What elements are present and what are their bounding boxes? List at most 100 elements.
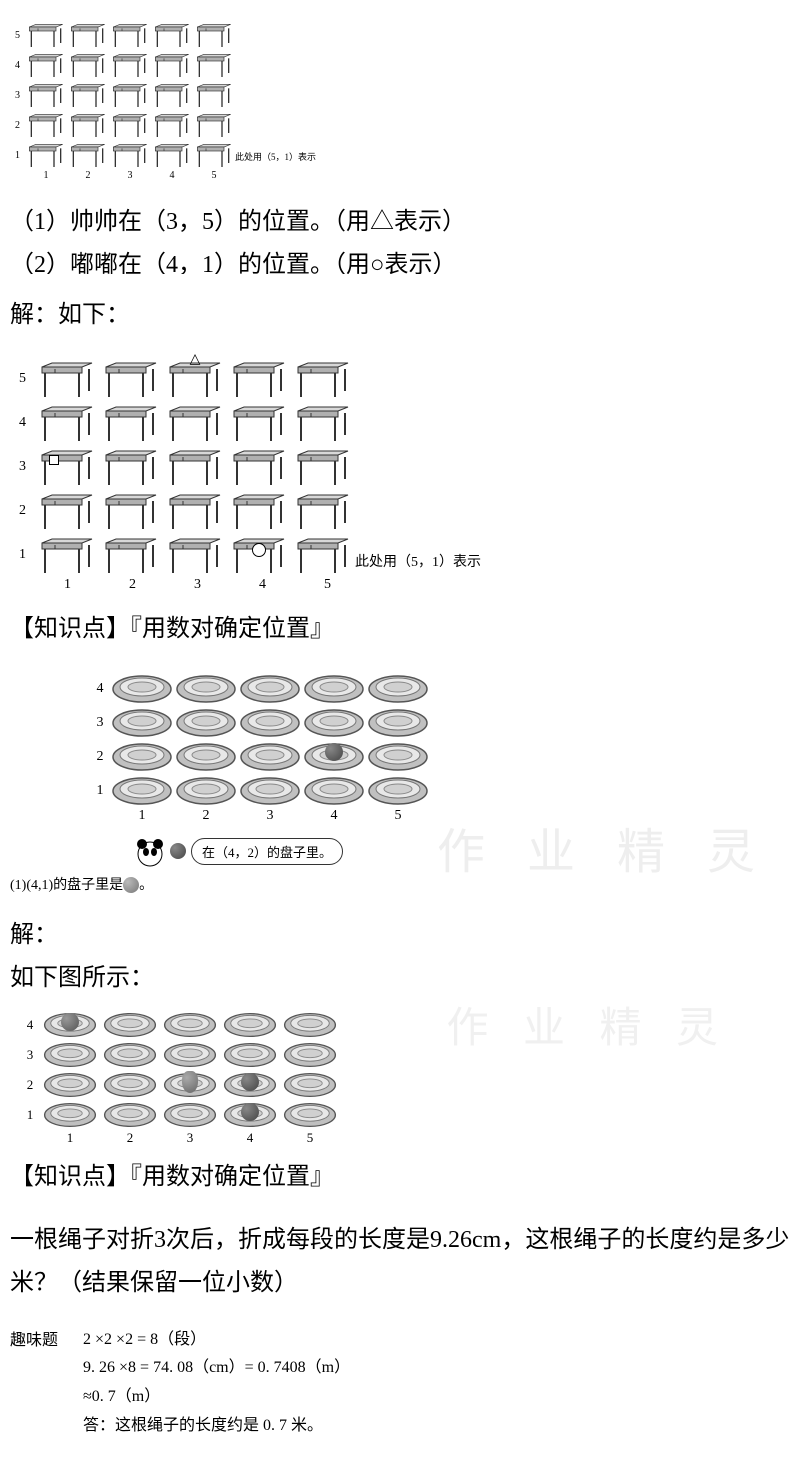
col-label: 1 xyxy=(40,1130,100,1146)
col-label: 1 xyxy=(110,808,174,824)
row-label: 4 xyxy=(10,415,35,431)
apple-fruit xyxy=(325,743,343,761)
desk-row: 2 xyxy=(10,489,790,533)
desk-cell xyxy=(101,491,161,531)
desk-row: 4 xyxy=(10,50,790,80)
solution-1: 解：如下： 5△4321 12345 此处用（5，1）表示 【知识点】『用数对确… xyxy=(10,294,790,651)
col-label: 2 xyxy=(67,170,109,181)
plate-cell xyxy=(239,707,301,739)
plate-cell xyxy=(175,741,237,773)
sol2-header: 解： xyxy=(10,914,790,957)
col-label: 5 xyxy=(280,1130,340,1146)
plate-cell xyxy=(175,707,237,739)
ans3-line1: 2 ×2 ×2 = 8（段） xyxy=(83,1326,350,1355)
top-desk-grid: 54321 12345 此处用（5，1）表示 xyxy=(10,20,790,181)
col-label: 2 xyxy=(174,808,238,824)
desk-row: 3 xyxy=(10,80,790,110)
row-label: 2 xyxy=(20,1077,40,1093)
apple-icon xyxy=(170,843,186,859)
desk-cell xyxy=(194,21,234,49)
desk-grid-large: 5△4321 12345 此处用（5，1）表示 xyxy=(10,357,790,593)
desk-cell xyxy=(152,51,192,79)
solution-2: 作 业 精 灵 解： 如下图所示： 4321 12345 【知识点】『用数对确定… xyxy=(10,914,790,1200)
desk-cell xyxy=(101,359,161,399)
desk-cell xyxy=(194,51,234,79)
q1-line2: （2）嘟嘟在（4，1）的位置。（用○表示） xyxy=(10,244,790,274)
desk-cell xyxy=(101,403,161,443)
desk-cell xyxy=(68,141,108,169)
answer-3: 趣味题 2 ×2 ×2 = 8（段） 9. 26 ×8 = 74. 08（cm）… xyxy=(10,1326,790,1441)
desk-cell xyxy=(110,81,150,109)
col-label: 3 xyxy=(109,170,151,181)
plate-grid-ans: 4321 12345 xyxy=(20,1010,790,1146)
plate-cell xyxy=(41,1071,99,1099)
row-label: 1 xyxy=(10,150,25,161)
desk-cell xyxy=(37,359,97,399)
plate-cell xyxy=(221,1071,279,1099)
peach-icon-inline xyxy=(123,877,139,893)
row-label: 5 xyxy=(10,371,35,387)
plate-cell xyxy=(281,1101,339,1129)
desk-cell xyxy=(110,51,150,79)
row-label: 5 xyxy=(10,30,25,41)
plate-cell xyxy=(161,1041,219,1069)
plate-cell xyxy=(303,775,365,807)
desk-cell xyxy=(26,111,66,139)
apple-fruit xyxy=(241,1073,259,1091)
col-label: 5 xyxy=(366,808,430,824)
row-label: 2 xyxy=(10,503,35,519)
row-label: 2 xyxy=(10,120,25,131)
desk-cell xyxy=(37,491,97,531)
desk-cell xyxy=(26,51,66,79)
plate-cell xyxy=(221,1011,279,1039)
row-label: 1 xyxy=(90,783,110,799)
row-label: 1 xyxy=(10,547,35,563)
plate-row: 3 xyxy=(90,706,790,740)
sol1-knowledge: 【知识点】『用数对确定位置』 xyxy=(10,608,790,651)
plate-cell xyxy=(367,673,429,705)
row-label: 4 xyxy=(90,681,110,697)
plate-row: 2 xyxy=(90,740,790,774)
desk-cell xyxy=(37,447,97,487)
plate-row: 4 xyxy=(90,672,790,706)
desk-cell xyxy=(293,447,353,487)
annotation-large: 此处用（5，1）表示 xyxy=(355,551,481,571)
plate-cell xyxy=(101,1101,159,1129)
col-label: 5 xyxy=(193,170,235,181)
question-3: 一根绳子对折3次后，折成每段的长度是9.26cm，这根绳子的长度约是多少米？（结… xyxy=(10,1219,790,1305)
desk-cell xyxy=(26,141,66,169)
plate-row: 4 xyxy=(20,1010,790,1040)
q1-line1: （1）帅帅在（3，5）的位置。（用△表示） xyxy=(10,201,790,244)
plate-cell xyxy=(221,1101,279,1129)
desk-cell xyxy=(293,491,353,531)
desk-cell xyxy=(165,447,225,487)
plate-cell xyxy=(161,1101,219,1129)
plate-row: 1 xyxy=(20,1100,790,1130)
speech-bubble: 在（4，2）的盘子里。 xyxy=(191,838,343,865)
desk-cell xyxy=(165,491,225,531)
plate-cell xyxy=(367,775,429,807)
plate-cell xyxy=(111,741,173,773)
desk-cell xyxy=(110,111,150,139)
desk-cell xyxy=(68,21,108,49)
desk-cell xyxy=(165,403,225,443)
desk-cell xyxy=(101,447,161,487)
row-label: 3 xyxy=(10,90,25,101)
col-label: 3 xyxy=(160,1130,220,1146)
plate-cell xyxy=(101,1071,159,1099)
desk-cell xyxy=(152,81,192,109)
desk-cell xyxy=(152,141,192,169)
plate-cell xyxy=(41,1041,99,1069)
col-label: 4 xyxy=(302,808,366,824)
plate-cell xyxy=(281,1011,339,1039)
plate-row: 3 xyxy=(20,1040,790,1070)
question-1: （1）帅帅在（3，5）的位置。（用△表示） （2）嘟嘟在（4，1）的位置。（用○… xyxy=(10,201,790,274)
pear-fruit xyxy=(182,1071,198,1093)
desk-row: 5△ xyxy=(10,357,790,401)
row-label: 3 xyxy=(10,459,35,475)
desk-cell xyxy=(152,111,192,139)
row-label: 2 xyxy=(90,749,110,765)
col-label: 2 xyxy=(100,577,165,593)
desk-cell xyxy=(165,535,225,575)
plate-cell xyxy=(111,707,173,739)
